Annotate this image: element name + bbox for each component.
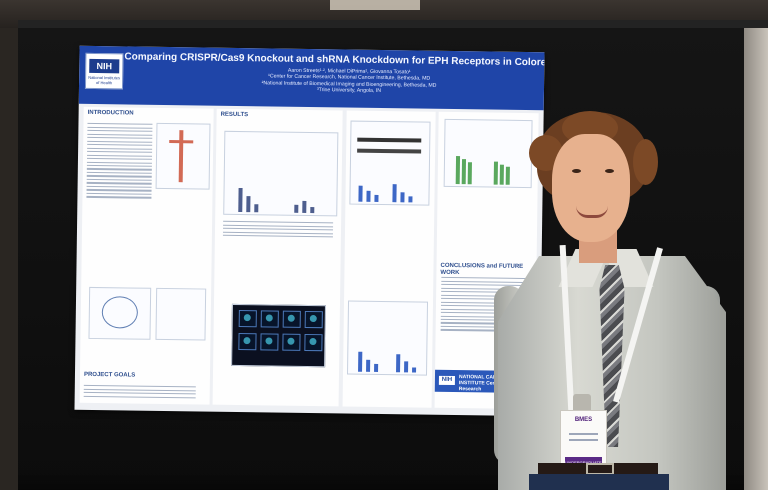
poster-introduction-column: INTRODUCTION PROJECT GOALS [79, 106, 214, 405]
badge-name-line [569, 433, 598, 435]
left-eye [572, 169, 581, 173]
western-blot-figure [349, 120, 431, 206]
results-caption [222, 219, 334, 240]
protein-level-figure [346, 300, 429, 376]
right-eye [605, 169, 614, 173]
nih-logo-mark: NIH [89, 58, 120, 74]
badge-organization: BMES [574, 417, 593, 423]
pathway-diagram [155, 122, 211, 190]
background-wall [744, 28, 768, 490]
poster-blot-column [342, 110, 436, 408]
results-heading: RESULTS [220, 111, 249, 119]
belt [538, 463, 658, 475]
pants [529, 474, 669, 490]
badge-name-line [569, 439, 598, 441]
workflow-diagram [155, 287, 207, 341]
introduction-heading: INTRODUCTION [87, 109, 134, 117]
poster-title: Comparing CRISPR/Cas9 Knockout and shRNA… [124, 51, 545, 69]
poster-header: NIH National Institutes of Health Compar… [78, 45, 545, 111]
student-presenter: BMES UNDERGRADUATE [494, 111, 726, 490]
results-figure-grid [223, 130, 339, 217]
poster-results-column: RESULTS [212, 108, 343, 407]
immunofluorescence-grid [231, 303, 326, 368]
introduction-text [86, 121, 153, 201]
nih-logo: NIH National Institutes of Health [84, 52, 124, 90]
face [552, 134, 630, 242]
research-poster: NIH National Institutes of Health Compar… [74, 45, 545, 417]
nih-logo-subtext: National Institutes of Health [88, 74, 121, 86]
project-goals-heading: PROJECT GOALS [83, 371, 136, 379]
smile [576, 206, 608, 218]
badge-category: UNDERGRADUATE [565, 457, 602, 468]
hair-curl [633, 139, 658, 185]
nih-footer-mark: NIH [438, 375, 455, 386]
badge-clip [573, 394, 591, 413]
method-diagram [88, 286, 152, 340]
ceiling-light [330, 0, 420, 10]
project-goals-text [83, 383, 196, 401]
poster-authors: Aaron Streets¹·², Michael DiPrima², Giov… [224, 67, 474, 96]
